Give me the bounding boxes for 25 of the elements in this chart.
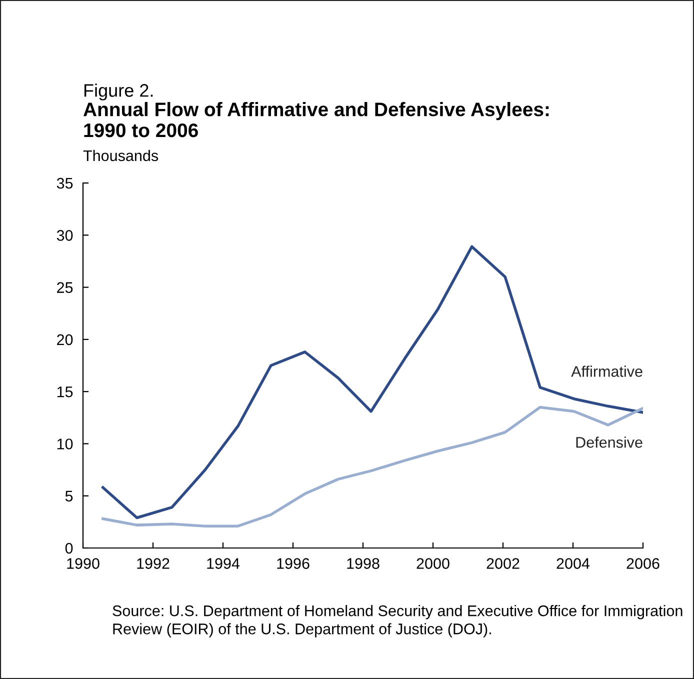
series-label: Defensive <box>576 436 642 448</box>
x-tick-label: 2002 <box>486 558 520 569</box>
x-tick-label: 2004 <box>556 558 590 569</box>
y-tick-label: 0 <box>65 542 73 554</box>
source-note: Source: U.S. Department of Homeland Security and Executive Office for Immigration Review (EOIR) of the U.S. Department of Justice (DOJ). <box>112 605 682 638</box>
chart-title: Annual Flow of Affirmative and Defensive Asylees: 1990 to 2006 <box>83 102 549 138</box>
x-tick-label: 1990 <box>67 558 100 569</box>
y-tick-label: 15 <box>57 386 73 398</box>
line-series <box>102 245 643 520</box>
x-tick-label: 1998 <box>347 558 380 569</box>
x-tick-label: 2006 <box>626 558 660 569</box>
y-tick-label: 35 <box>56 178 73 189</box>
line-series <box>102 406 643 528</box>
y-tick-label: 5 <box>65 490 73 502</box>
x-tick-label: 1994 <box>207 558 240 569</box>
x-tick-label: 1992 <box>137 558 170 569</box>
chart-subtitle: Figure 2. <box>84 84 153 100</box>
y-tick-label: 25 <box>57 282 73 293</box>
x-tick-label: 1996 <box>277 558 310 569</box>
y-tick-label: 10 <box>57 438 73 450</box>
x-tick-label: 2000 <box>416 558 450 569</box>
series-label: Affirmative <box>571 366 642 377</box>
y-tick-label: 20 <box>57 334 73 346</box>
y-axis-title: Thousands <box>83 150 158 162</box>
y-tick-label: 30 <box>56 230 73 241</box>
